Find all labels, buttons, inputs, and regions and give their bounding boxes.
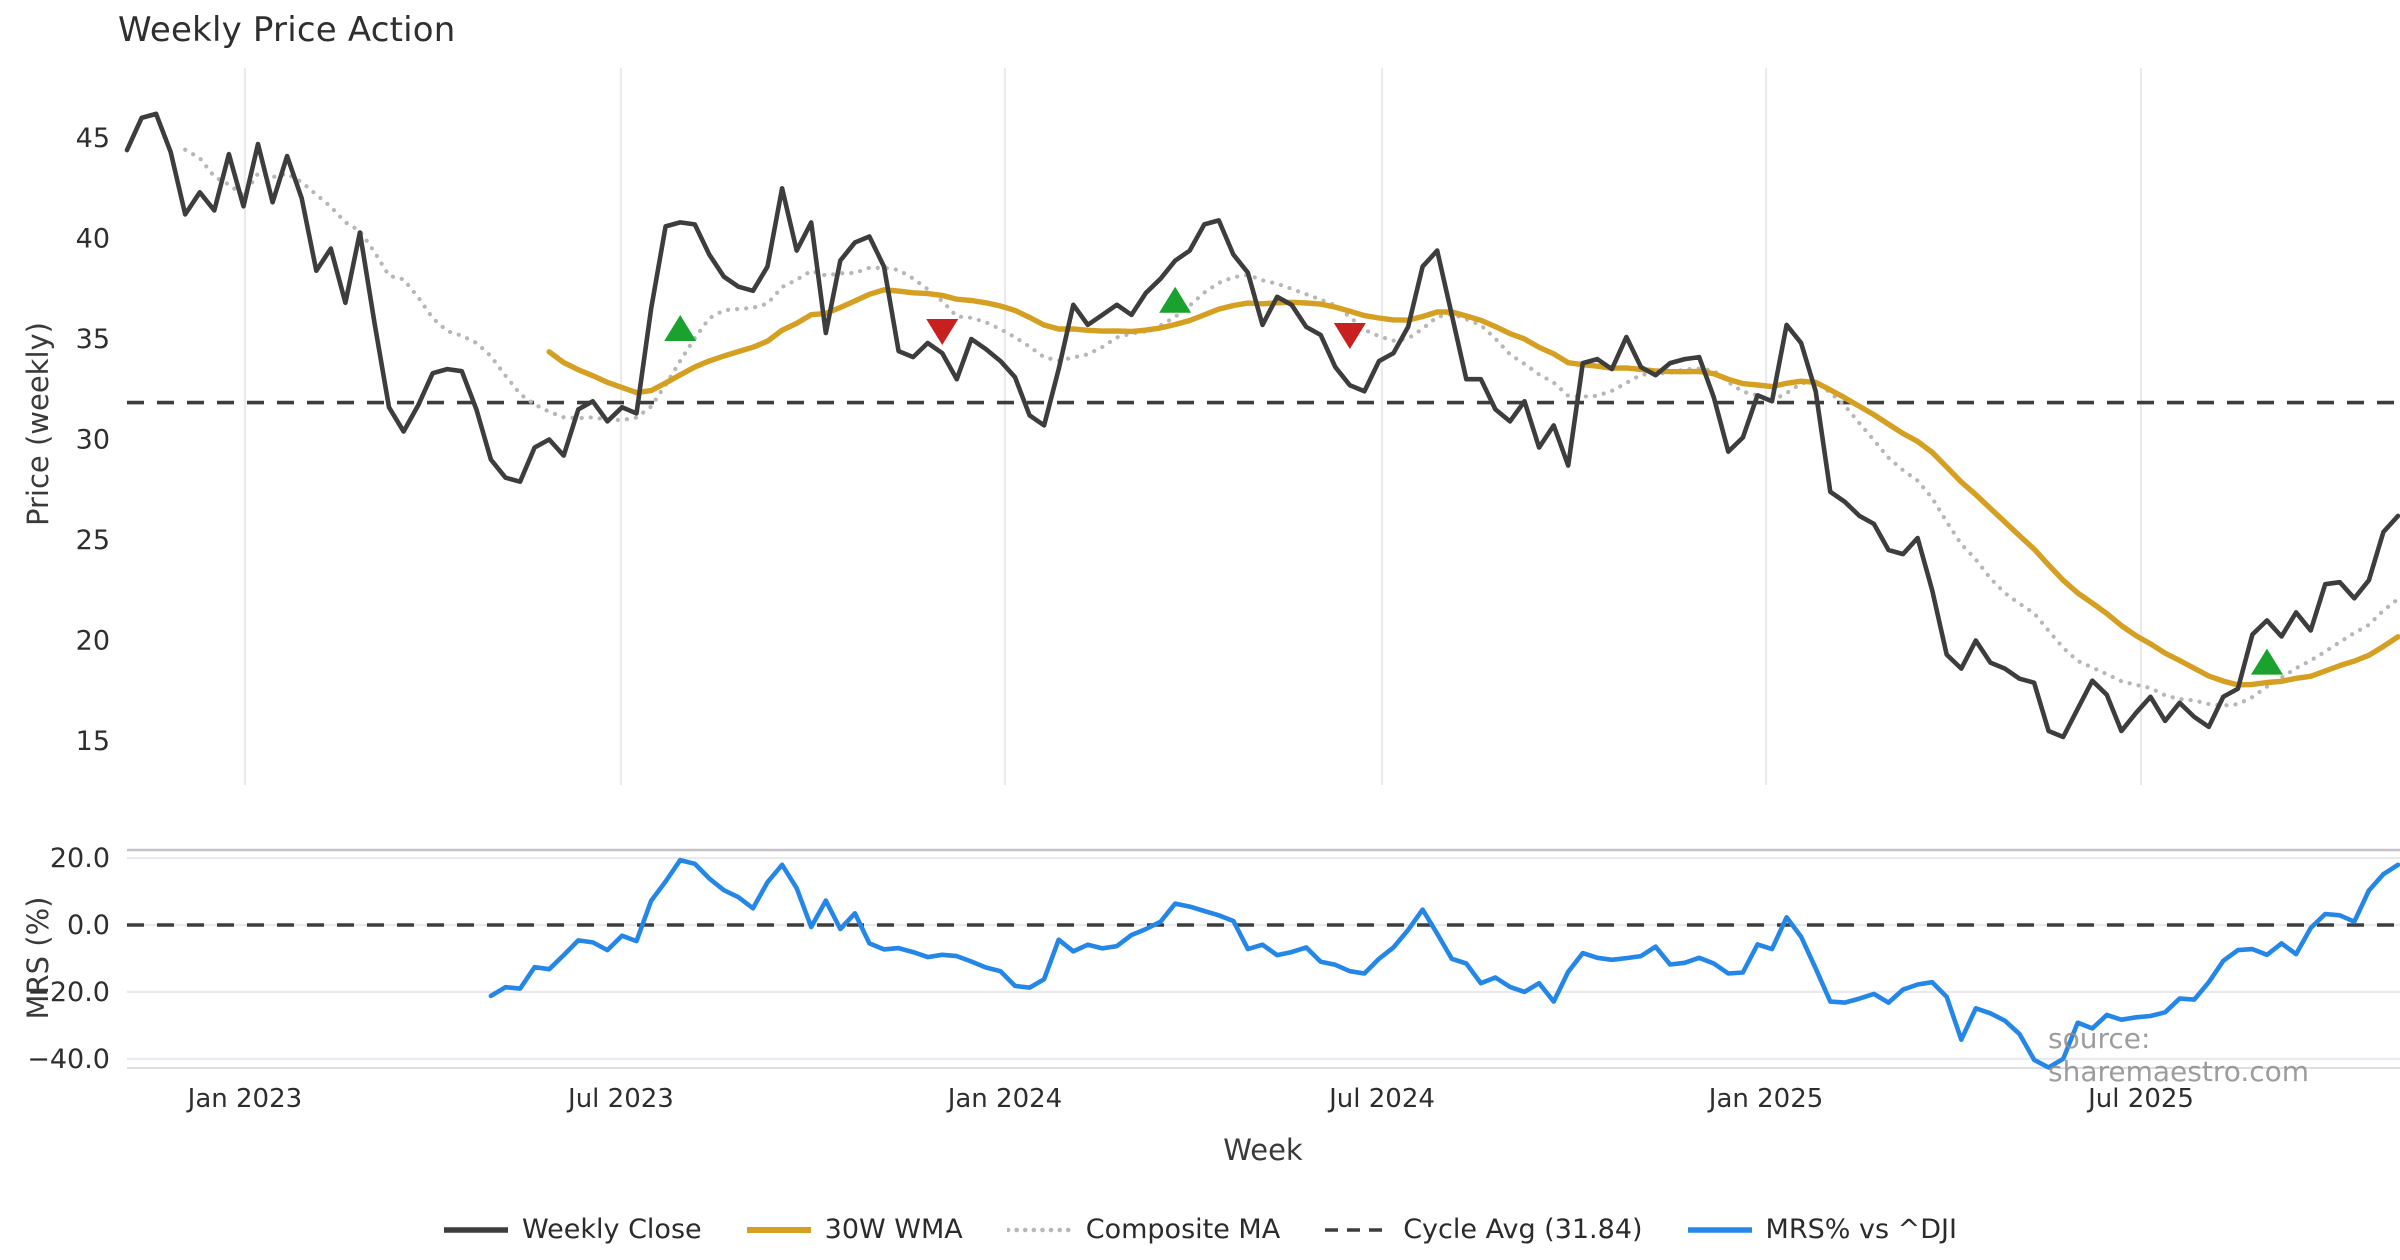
price-tick-label: 25 [76,525,110,556]
legend-swatch-solid [1687,1226,1752,1233]
legend-swatch-solid [444,1226,509,1233]
x-tick-label: Jan 2025 [1707,1084,1824,1114]
legend-label: Cycle Avg (31.84) [1403,1214,1643,1245]
buy-signal-marker [1159,286,1192,313]
source-watermark: source: sharemaestro.com [2048,1022,2310,1088]
legend-item: Weekly Close [443,1214,702,1245]
buy-signal-marker [2250,648,2283,675]
x-tick-label: Jul 2024 [1327,1084,1435,1114]
composite-ma-line [183,147,2400,708]
price-tick-label: 30 [76,425,110,456]
legend-swatch-solid [746,1226,811,1233]
legend: Weekly Close 30W WMA Composite MA Cycle Avg… [0,1214,2400,1245]
legend-item: Cycle Avg (31.84) [1324,1214,1643,1245]
legend-swatch-dotted [1006,1227,1073,1232]
buy-signal-marker [664,314,697,341]
legend-item: Composite MA [1006,1214,1281,1245]
x-tick-label: Jan 2023 [186,1084,303,1114]
legend-label: Weekly Close [522,1214,702,1245]
price-tick-label: 20 [76,626,110,657]
x-axis-label: Week [1223,1133,1303,1167]
legend-swatch-dashed [1325,1227,1390,1232]
mrs-tick-label: 20.0 [50,843,110,874]
mrs-axis-label: MRS (%) [21,896,55,1020]
price-tick-label: 40 [76,224,110,255]
x-tick-label: Jan 2024 [946,1084,1063,1114]
price-panel: 45 40 35 30 25 20 15 [76,68,2400,785]
chart-title: Weekly Price Action [118,10,456,50]
price-tick-label: 45 [76,123,110,154]
mrs-tick-label: −40.0 [27,1044,110,1075]
x-tick-label: Jul 2023 [566,1084,674,1114]
wma-line [546,287,2400,688]
x-tick-label: Jul 2025 [2086,1084,2194,1114]
weekly-close-line [124,111,2400,740]
mrs-panel: 20.0 0.0 −20.0 −40.0 [27,843,2400,1075]
legend-label: Composite MA [1085,1214,1281,1245]
price-axis-label: Price (weekly) [21,321,55,527]
legend-label: 30W WMA [824,1214,963,1245]
price-tick-label: 15 [76,726,110,757]
sell-signal-marker [926,318,959,345]
legend-label: MRS% vs ^DJI [1765,1214,1957,1245]
mrs-tick-label: 0.0 [67,910,110,941]
mrs-line [488,857,2400,1070]
mrs-tick-label: −20.0 [27,977,110,1008]
sell-signal-marker [1333,322,1366,349]
legend-item: 30W WMA [746,1214,963,1245]
legend-item: MRS% vs ^DJI [1687,1214,1957,1245]
price-tick-label: 35 [76,324,110,355]
